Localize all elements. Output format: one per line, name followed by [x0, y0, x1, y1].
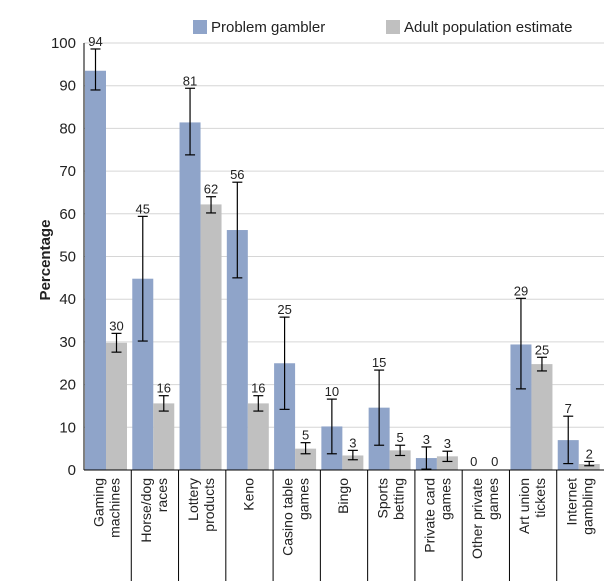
- data-label: 45: [136, 201, 150, 216]
- error-bars: [90, 48, 595, 470]
- y-tick-label: 10: [59, 419, 76, 436]
- data-label: 62: [204, 182, 218, 197]
- x-category-label: Casino table: [280, 478, 296, 556]
- x-category-label: Gaming: [91, 478, 107, 527]
- bar: [578, 464, 600, 470]
- bar: [200, 204, 222, 470]
- legend-label: Problem gambler: [211, 19, 325, 36]
- bar: [179, 122, 201, 470]
- legend-swatch: [193, 20, 207, 34]
- data-label: 56: [230, 167, 244, 182]
- data-label: 7: [565, 401, 572, 416]
- bar: [226, 230, 248, 470]
- x-category-label: Other private: [469, 478, 485, 559]
- x-category-label: Bingo: [335, 478, 351, 514]
- x-category-label: Keno: [240, 478, 256, 511]
- y-tick-label: 0: [68, 462, 76, 479]
- legend: Problem gambler Adult population estimate: [193, 19, 572, 36]
- data-label: 81: [183, 73, 197, 88]
- data-label: 5: [397, 430, 404, 445]
- data-label: 2: [586, 446, 593, 461]
- data-label: 3: [444, 436, 451, 451]
- data-label: 0: [491, 454, 498, 469]
- y-tick-label: 70: [59, 163, 76, 180]
- data-label: 94: [88, 34, 102, 49]
- bar: [247, 403, 269, 470]
- bar: [153, 403, 175, 470]
- bar: [342, 455, 364, 470]
- bar: [106, 342, 127, 470]
- bar: [510, 344, 532, 470]
- y-tick-label: 80: [59, 120, 76, 137]
- bar: [274, 363, 296, 470]
- axes: [83, 43, 604, 471]
- y-tick-label: 100: [51, 35, 76, 52]
- y-tick-label: 40: [59, 291, 76, 308]
- x-category-label: Lottery: [185, 478, 201, 521]
- bar: [531, 364, 553, 470]
- data-label: 10: [325, 384, 339, 399]
- x-category-label: Horse/dog: [138, 478, 154, 543]
- x-category-label: Private card: [422, 478, 438, 553]
- y-tick-label: 20: [59, 377, 76, 394]
- x-category-label: products: [201, 478, 217, 532]
- data-label: 3: [349, 435, 356, 450]
- x-category-label: Sports: [374, 478, 390, 518]
- y-tick-label: 50: [59, 249, 76, 266]
- grid-lines: [84, 42, 604, 428]
- y-tick-label: 30: [59, 334, 76, 351]
- x-category-label: gambling: [579, 478, 595, 535]
- x-category-label: races: [154, 478, 170, 512]
- y-tick-label: 60: [59, 206, 76, 223]
- x-axis-categories: Gaming machines Horse/dog races Lottery produ…: [91, 470, 595, 581]
- data-label: 16: [251, 381, 265, 396]
- bar: [132, 278, 154, 470]
- data-label: 25: [535, 342, 549, 357]
- data-label: 0: [470, 454, 477, 469]
- x-category-label: games: [296, 478, 312, 520]
- bar: [389, 450, 411, 470]
- data-label: 5: [302, 428, 309, 443]
- x-category-label: games: [485, 478, 501, 520]
- x-category-label: machines: [107, 478, 123, 538]
- bar: [295, 448, 317, 470]
- x-category-label: tickets: [532, 478, 548, 518]
- y-axis-label: Percentage: [37, 220, 54, 301]
- bars: [85, 70, 600, 470]
- x-category-label: Internet: [563, 478, 579, 526]
- data-label: 15: [372, 355, 386, 370]
- data-label: 16: [157, 381, 171, 396]
- data-label: 29: [514, 283, 528, 298]
- y-axis-ticks: 0 10 20 30 40 50 60 70 80 90 100: [51, 35, 76, 479]
- legend-label: Adult population estimate: [404, 19, 572, 36]
- data-label: 3: [423, 432, 430, 447]
- y-tick-label: 90: [59, 78, 76, 95]
- x-category-label: betting: [390, 478, 406, 520]
- x-category-label: Art union: [516, 478, 532, 534]
- data-label: 25: [277, 302, 291, 317]
- bar: [436, 456, 458, 470]
- x-category-label: games: [438, 478, 454, 520]
- legend-swatch: [386, 20, 400, 34]
- data-label: 30: [109, 318, 123, 333]
- bar: [85, 70, 106, 470]
